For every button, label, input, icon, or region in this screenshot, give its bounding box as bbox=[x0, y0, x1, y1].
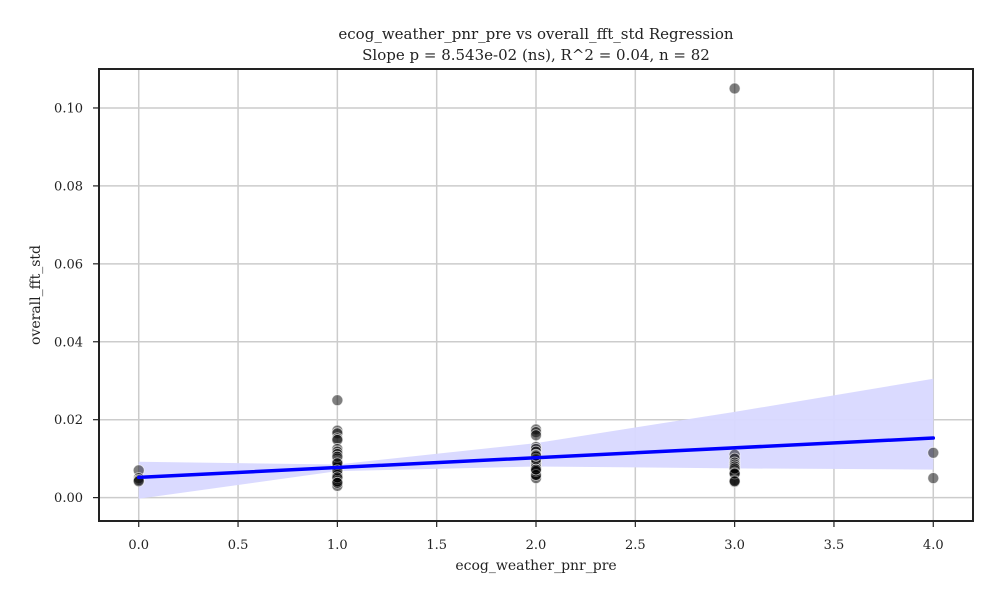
regression-line bbox=[136, 436, 936, 480]
data-point bbox=[331, 476, 344, 489]
data-point bbox=[530, 463, 542, 476]
x-tick-label: 3.0 bbox=[724, 538, 745, 553]
y-tick-label: 0.00 bbox=[54, 491, 83, 506]
x-tick-label: 2.0 bbox=[526, 538, 547, 553]
data-point bbox=[927, 446, 940, 459]
x-tick-label: 0.0 bbox=[128, 538, 149, 553]
x-axis-ticks: 0.0 0.5 1.0 1.5 2.0 2.5 3.0 3.5 4.0 bbox=[128, 521, 944, 553]
y-axis-ticks: 0.00 0.02 0.04 0.06 0.08 0.10 bbox=[54, 101, 99, 506]
x-tick-label: 1.5 bbox=[426, 538, 447, 553]
y-axis-label: overall_fft_std bbox=[28, 245, 44, 345]
chart-subtitle: Slope p = 8.543e-02 (ns), R^2 = 0.04, n … bbox=[362, 46, 710, 64]
x-tick-label: 3.5 bbox=[824, 538, 845, 553]
data-point bbox=[331, 394, 344, 407]
data-point bbox=[728, 475, 741, 488]
y-tick-label: 0.02 bbox=[54, 413, 83, 428]
data-point bbox=[728, 82, 741, 95]
chart-title: ecog_weather_pnr_pre vs overall_fft_std … bbox=[338, 25, 734, 43]
x-axis-label: ecog_weather_pnr_pre bbox=[455, 558, 616, 574]
y-tick-label: 0.04 bbox=[54, 335, 83, 350]
regression-line-group bbox=[136, 436, 936, 480]
y-tick-label: 0.10 bbox=[54, 101, 83, 116]
y-tick-label: 0.06 bbox=[54, 257, 83, 272]
data-point bbox=[927, 472, 940, 485]
x-tick-label: 0.5 bbox=[228, 538, 249, 553]
data-point bbox=[530, 429, 542, 442]
y-tick-label: 0.08 bbox=[54, 179, 83, 194]
grid bbox=[99, 69, 973, 521]
x-tick-label: 4.0 bbox=[923, 538, 944, 553]
x-tick-label: 1.0 bbox=[327, 538, 348, 553]
x-tick-label: 2.5 bbox=[625, 538, 646, 553]
data-points bbox=[132, 82, 940, 492]
